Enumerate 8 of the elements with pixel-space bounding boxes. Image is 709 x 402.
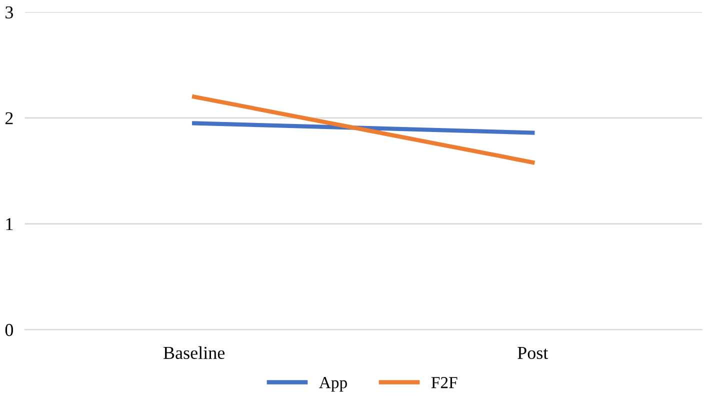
- x-tick-label: Post: [518, 347, 548, 360]
- y-tick-label: 1: [6, 218, 13, 230]
- y-tick-label: 0: [5, 324, 14, 336]
- x-tick-label: Baseline: [164, 346, 225, 360]
- legend-label: App: [319, 377, 347, 392]
- legend-label: F2F: [431, 377, 458, 388]
- y-tick-label: 2: [5, 112, 13, 124]
- y-tick-label: 3: [6, 6, 13, 18]
